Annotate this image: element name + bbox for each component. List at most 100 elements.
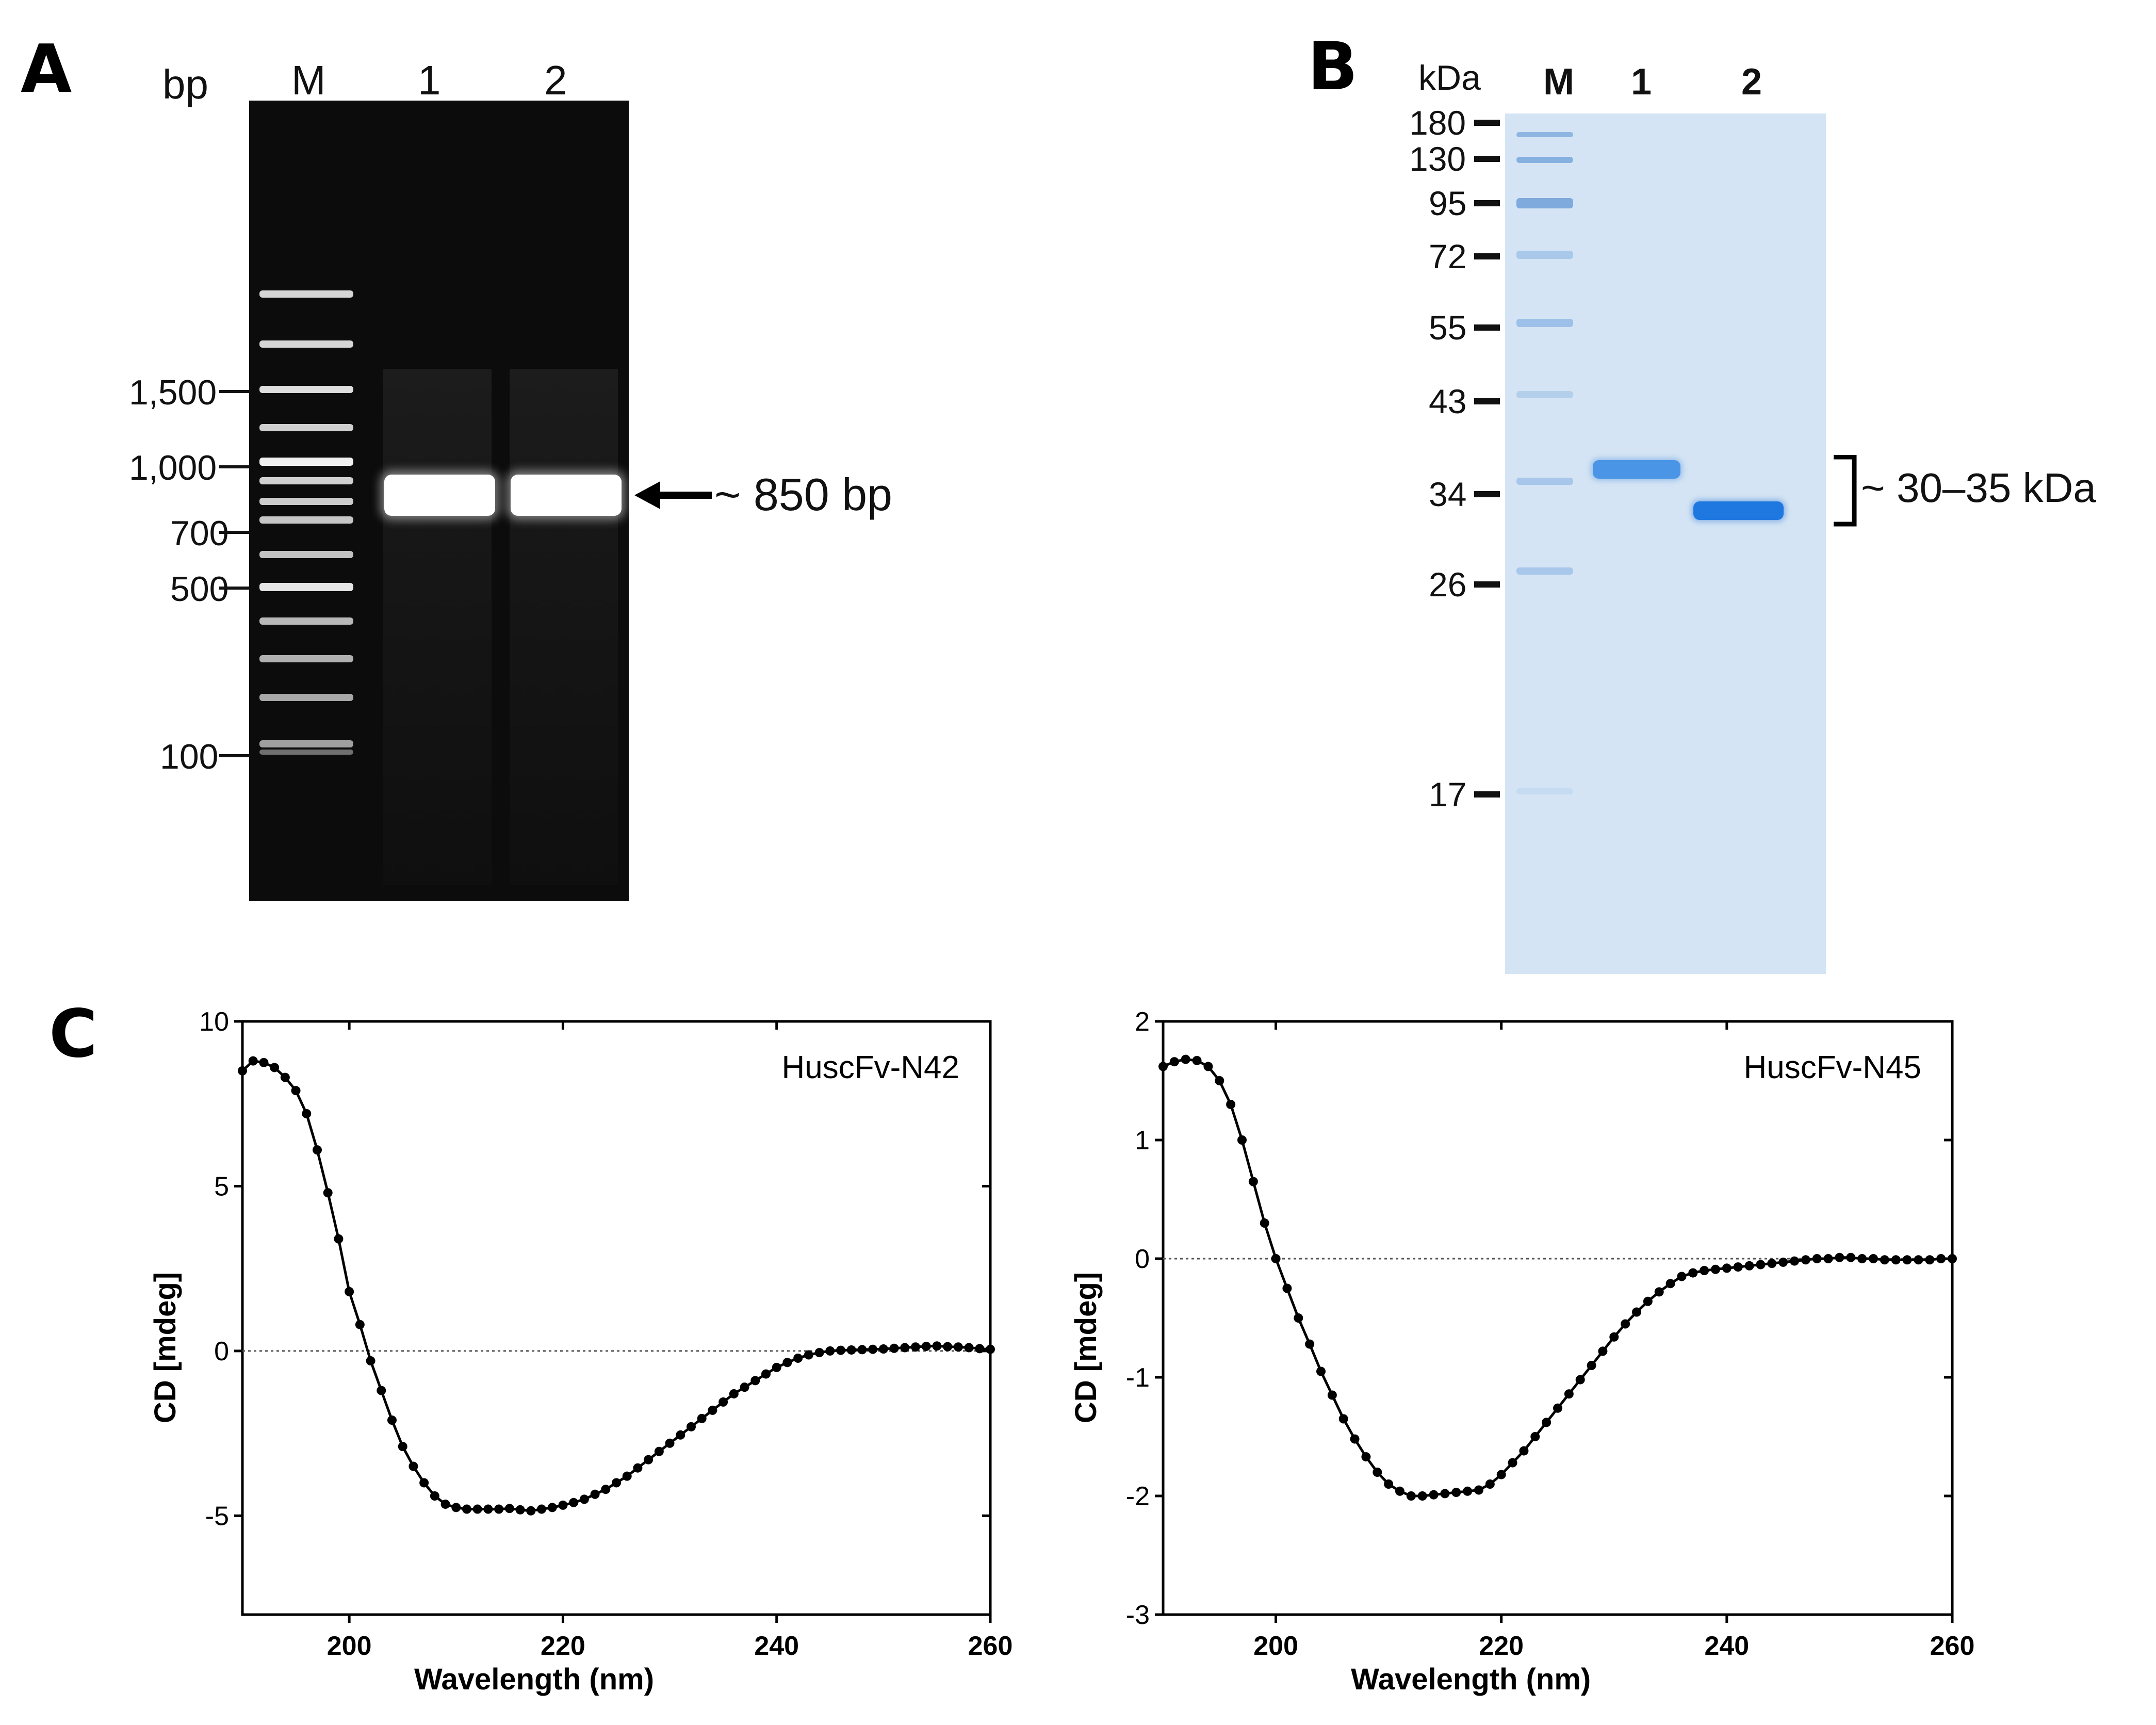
data-point [729, 1389, 739, 1398]
data-point [1542, 1418, 1551, 1427]
panel-a-lane-label-m: M [291, 57, 326, 103]
data-point [654, 1446, 664, 1456]
data-point [334, 1234, 344, 1244]
data-point [975, 1344, 985, 1354]
panel-b-lane-label-m: M [1543, 61, 1574, 103]
kda-label-26: 26 [1429, 565, 1467, 604]
data-point [1327, 1390, 1337, 1400]
ladder-tick [219, 587, 250, 590]
data-point [846, 1345, 856, 1355]
kda-tick [1474, 791, 1500, 798]
data-point [270, 1063, 280, 1072]
ladder-tick [219, 465, 250, 468]
agarose-gel-image [249, 101, 629, 901]
ladder-label-1500: 1,500 [129, 373, 217, 412]
data-point [323, 1188, 333, 1198]
data-point [1463, 1486, 1473, 1496]
kda-label-180: 180 [1409, 104, 1466, 142]
ladder-label-700: 700 [170, 514, 229, 553]
data-point [1801, 1255, 1810, 1265]
data-point [612, 1478, 621, 1488]
y-tick-label: 1 [1135, 1126, 1150, 1156]
y-tick-label: 10 [199, 1007, 229, 1037]
panel-a-unit-label: bp [162, 61, 208, 107]
y-axis-title: CD [mdeg] [1069, 1272, 1103, 1423]
marker-band [1516, 132, 1573, 137]
data-point [943, 1342, 953, 1352]
lane-1-protein-band [1593, 460, 1680, 479]
x-tick-label: 240 [1704, 1631, 1749, 1661]
ladder-band [259, 551, 353, 558]
data-point [1756, 1260, 1766, 1270]
kda-tick [1474, 253, 1500, 259]
data-point [708, 1405, 717, 1415]
data-point [1869, 1254, 1878, 1263]
data-point [280, 1072, 290, 1082]
data-point [1248, 1177, 1258, 1186]
data-point [676, 1430, 685, 1440]
ladder-band [259, 290, 353, 298]
y-tick-label: -1 [1126, 1363, 1150, 1393]
ladder-band [259, 424, 353, 431]
data-point [889, 1343, 899, 1353]
data-point [1237, 1135, 1247, 1145]
kda-label-34: 34 [1429, 475, 1467, 513]
data-point [964, 1343, 974, 1353]
x-tick-label: 240 [754, 1631, 799, 1661]
data-point [1744, 1261, 1754, 1271]
ladder-band [259, 458, 353, 466]
kda-tick [1474, 200, 1500, 206]
data-point [1474, 1485, 1483, 1495]
y-tick-label: -2 [1126, 1482, 1150, 1511]
ladder-label-100: 100 [160, 737, 219, 776]
data-point [1203, 1062, 1213, 1071]
data-point [1767, 1259, 1777, 1268]
x-tick-label: 220 [1479, 1631, 1524, 1661]
data-point [1508, 1458, 1517, 1468]
data-point [1271, 1254, 1281, 1263]
data-point [526, 1506, 536, 1516]
data-point [1226, 1100, 1236, 1109]
data-point [504, 1504, 514, 1514]
data-point [440, 1499, 450, 1509]
panel-letter-c: C [49, 996, 97, 1072]
data-point [515, 1505, 525, 1515]
data-point [313, 1145, 322, 1155]
kda-label-95: 95 [1429, 184, 1467, 222]
data-point [494, 1504, 504, 1514]
marker-band [1516, 198, 1573, 208]
kda-label-55: 55 [1429, 308, 1467, 347]
data-point [1609, 1332, 1619, 1342]
cd-chart-n45: 2 1 0 -1 -2 -3 200 220 240 260 Wavelength (nm) CD [… [1069, 1007, 1974, 1696]
data-point [1880, 1255, 1889, 1265]
ladder-band [259, 740, 353, 747]
data-point [1294, 1313, 1303, 1323]
data-point [932, 1341, 942, 1351]
kda-tick [1474, 120, 1500, 126]
ladder-label-1000: 1,000 [129, 448, 217, 487]
kda-label-43: 43 [1429, 382, 1467, 420]
data-point [1575, 1375, 1585, 1385]
data-point [1936, 1254, 1946, 1263]
ladder-band [259, 694, 353, 701]
marker-band [1516, 478, 1573, 485]
x-tick-label: 260 [1930, 1631, 1975, 1661]
panel-b-size-annotation: ~ 30–35 kDa [1861, 465, 2096, 511]
data-point [804, 1350, 813, 1360]
data-point [547, 1503, 557, 1512]
data-point [1654, 1287, 1664, 1297]
data-point [622, 1471, 632, 1481]
data-point [579, 1494, 589, 1504]
data-point [1429, 1490, 1439, 1500]
panel-letter-b: B [1308, 28, 1358, 105]
data-point [1316, 1366, 1326, 1376]
data-point [1519, 1446, 1529, 1456]
data-point [1700, 1266, 1709, 1275]
marker-band [1516, 157, 1573, 163]
data-point [259, 1057, 269, 1067]
data-point [1587, 1361, 1596, 1370]
data-point [986, 1344, 995, 1354]
data-point [472, 1504, 482, 1514]
data-point [1812, 1254, 1822, 1263]
y-tick-label: -3 [1126, 1600, 1150, 1630]
